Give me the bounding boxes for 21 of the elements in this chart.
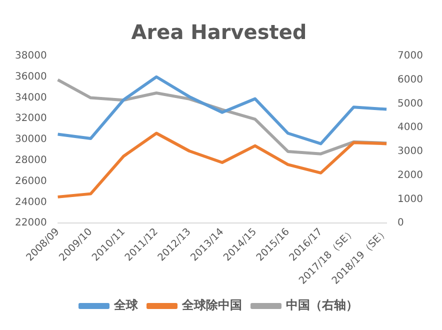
y-tick-label: 34000 [15,92,47,104]
y2-tick-label: 5000 [398,98,424,110]
y-tick-label: 38000 [15,50,47,62]
y-tick-label: 22000 [15,218,47,229]
legend-label: 中国（右轴） [286,298,358,312]
y-tick-label: 24000 [15,196,47,208]
y-tick-label: 26000 [15,176,47,187]
y-tick-label: 32000 [15,113,47,124]
y2-tick-label: 4000 [398,122,424,134]
y-tick-label: 28000 [15,154,47,166]
chart-title: Area Harvested [131,20,307,44]
legend-label: 全球 [113,298,139,312]
y2-tick-label: 6000 [398,74,424,86]
y2-tick-label: 2000 [398,170,424,181]
y-tick-label: 30000 [15,134,47,146]
y2-tick-label: 3000 [398,146,424,158]
y2-tick-label: 0 [398,218,404,229]
y2-tick-label: 7000 [398,50,424,62]
y2-tick-label: 1000 [398,194,424,205]
legend-label: 全球除中国 [181,298,242,312]
y-tick-label: 36000 [15,71,47,82]
